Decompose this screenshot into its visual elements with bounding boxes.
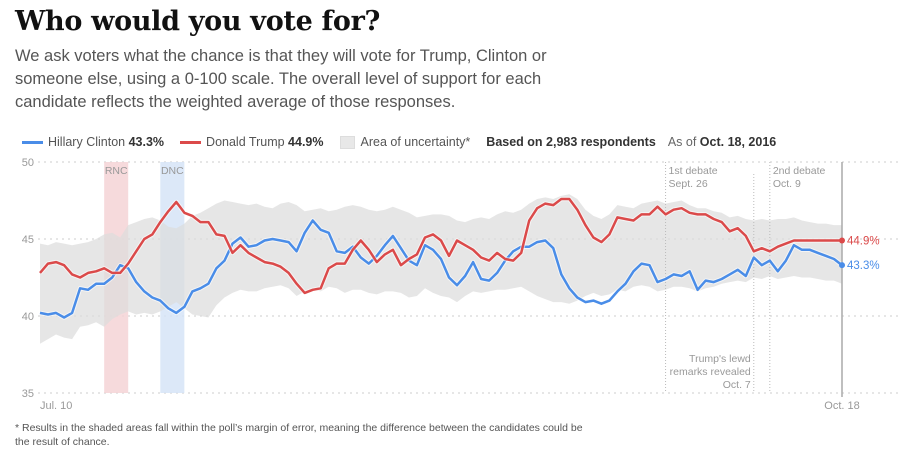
event-lines xyxy=(665,162,843,397)
clinton-line xyxy=(39,219,843,319)
chart-legend: Hillary Clinton 43.3% Donald Trump 44.9%… xyxy=(22,135,776,149)
legend-item-uncertainty: Area of uncertainty* xyxy=(339,135,471,149)
uncertainty-swatch xyxy=(339,135,355,149)
event-band-label-rnc: RNC xyxy=(105,165,128,177)
legend-clinton-label: Hillary Clinton xyxy=(48,135,126,149)
y-tick-label-50: 50 xyxy=(22,157,34,169)
clinton-end-label: 43.3% xyxy=(847,260,880,272)
as-of-prefix: As of xyxy=(667,135,697,149)
trump-line xyxy=(39,197,842,295)
event-line-1-label-1: remarks revealed xyxy=(670,366,751,378)
legend-item-trump: Donald Trump 44.9% xyxy=(180,135,324,149)
legend-clinton-value: 43.3% xyxy=(128,135,165,149)
event-line-1-label-2: Oct. 7 xyxy=(723,379,751,391)
clinton-line-swatch xyxy=(22,140,43,144)
y-tick-label-40: 40 xyxy=(22,311,34,323)
trump-line-swatch xyxy=(180,140,202,144)
uncertainty-area-group xyxy=(40,194,842,344)
event-line-0-label-0: 1st debate xyxy=(669,165,718,177)
uncertainty-area xyxy=(40,194,842,344)
y-tick-label-45: 45 xyxy=(22,234,34,246)
trump-end-dot xyxy=(839,237,845,244)
legend-trump-label: Donald Trump xyxy=(206,135,285,149)
y-tick-label-35: 35 xyxy=(22,388,34,400)
event-band-label-dnc: DNC xyxy=(161,165,184,177)
legend-trump-value: 44.9% xyxy=(288,135,324,149)
page-title: Who would you vote for? xyxy=(15,6,381,37)
event-line-2-label-0: 2nd debate xyxy=(773,165,826,177)
legend-uncertainty-label: Area of uncertainty* xyxy=(360,135,471,149)
x-start-label: Jul. 10 xyxy=(40,400,72,412)
series-lines xyxy=(38,196,845,320)
event-line-1-label-0: Trump's lewd xyxy=(689,353,751,365)
legend-item-clinton: Hillary Clinton 43.3% xyxy=(22,135,164,149)
trump-end-label: 44.9% xyxy=(847,236,880,248)
x-end-label: Oct. 18 xyxy=(824,400,859,412)
clinton-end-dot xyxy=(839,262,845,269)
event-line-0-label-1: Sept. 26 xyxy=(669,178,708,190)
chart-description: We ask voters what the chance is that th… xyxy=(15,47,547,111)
event-line-2-label-1: Oct. 9 xyxy=(773,178,801,190)
as-of-date: Oct. 18, 2016 xyxy=(699,135,777,149)
respondents-count: Based on 2,983 respondents xyxy=(486,135,656,149)
footnote: * Results in the shaded areas fall withi… xyxy=(15,422,583,448)
